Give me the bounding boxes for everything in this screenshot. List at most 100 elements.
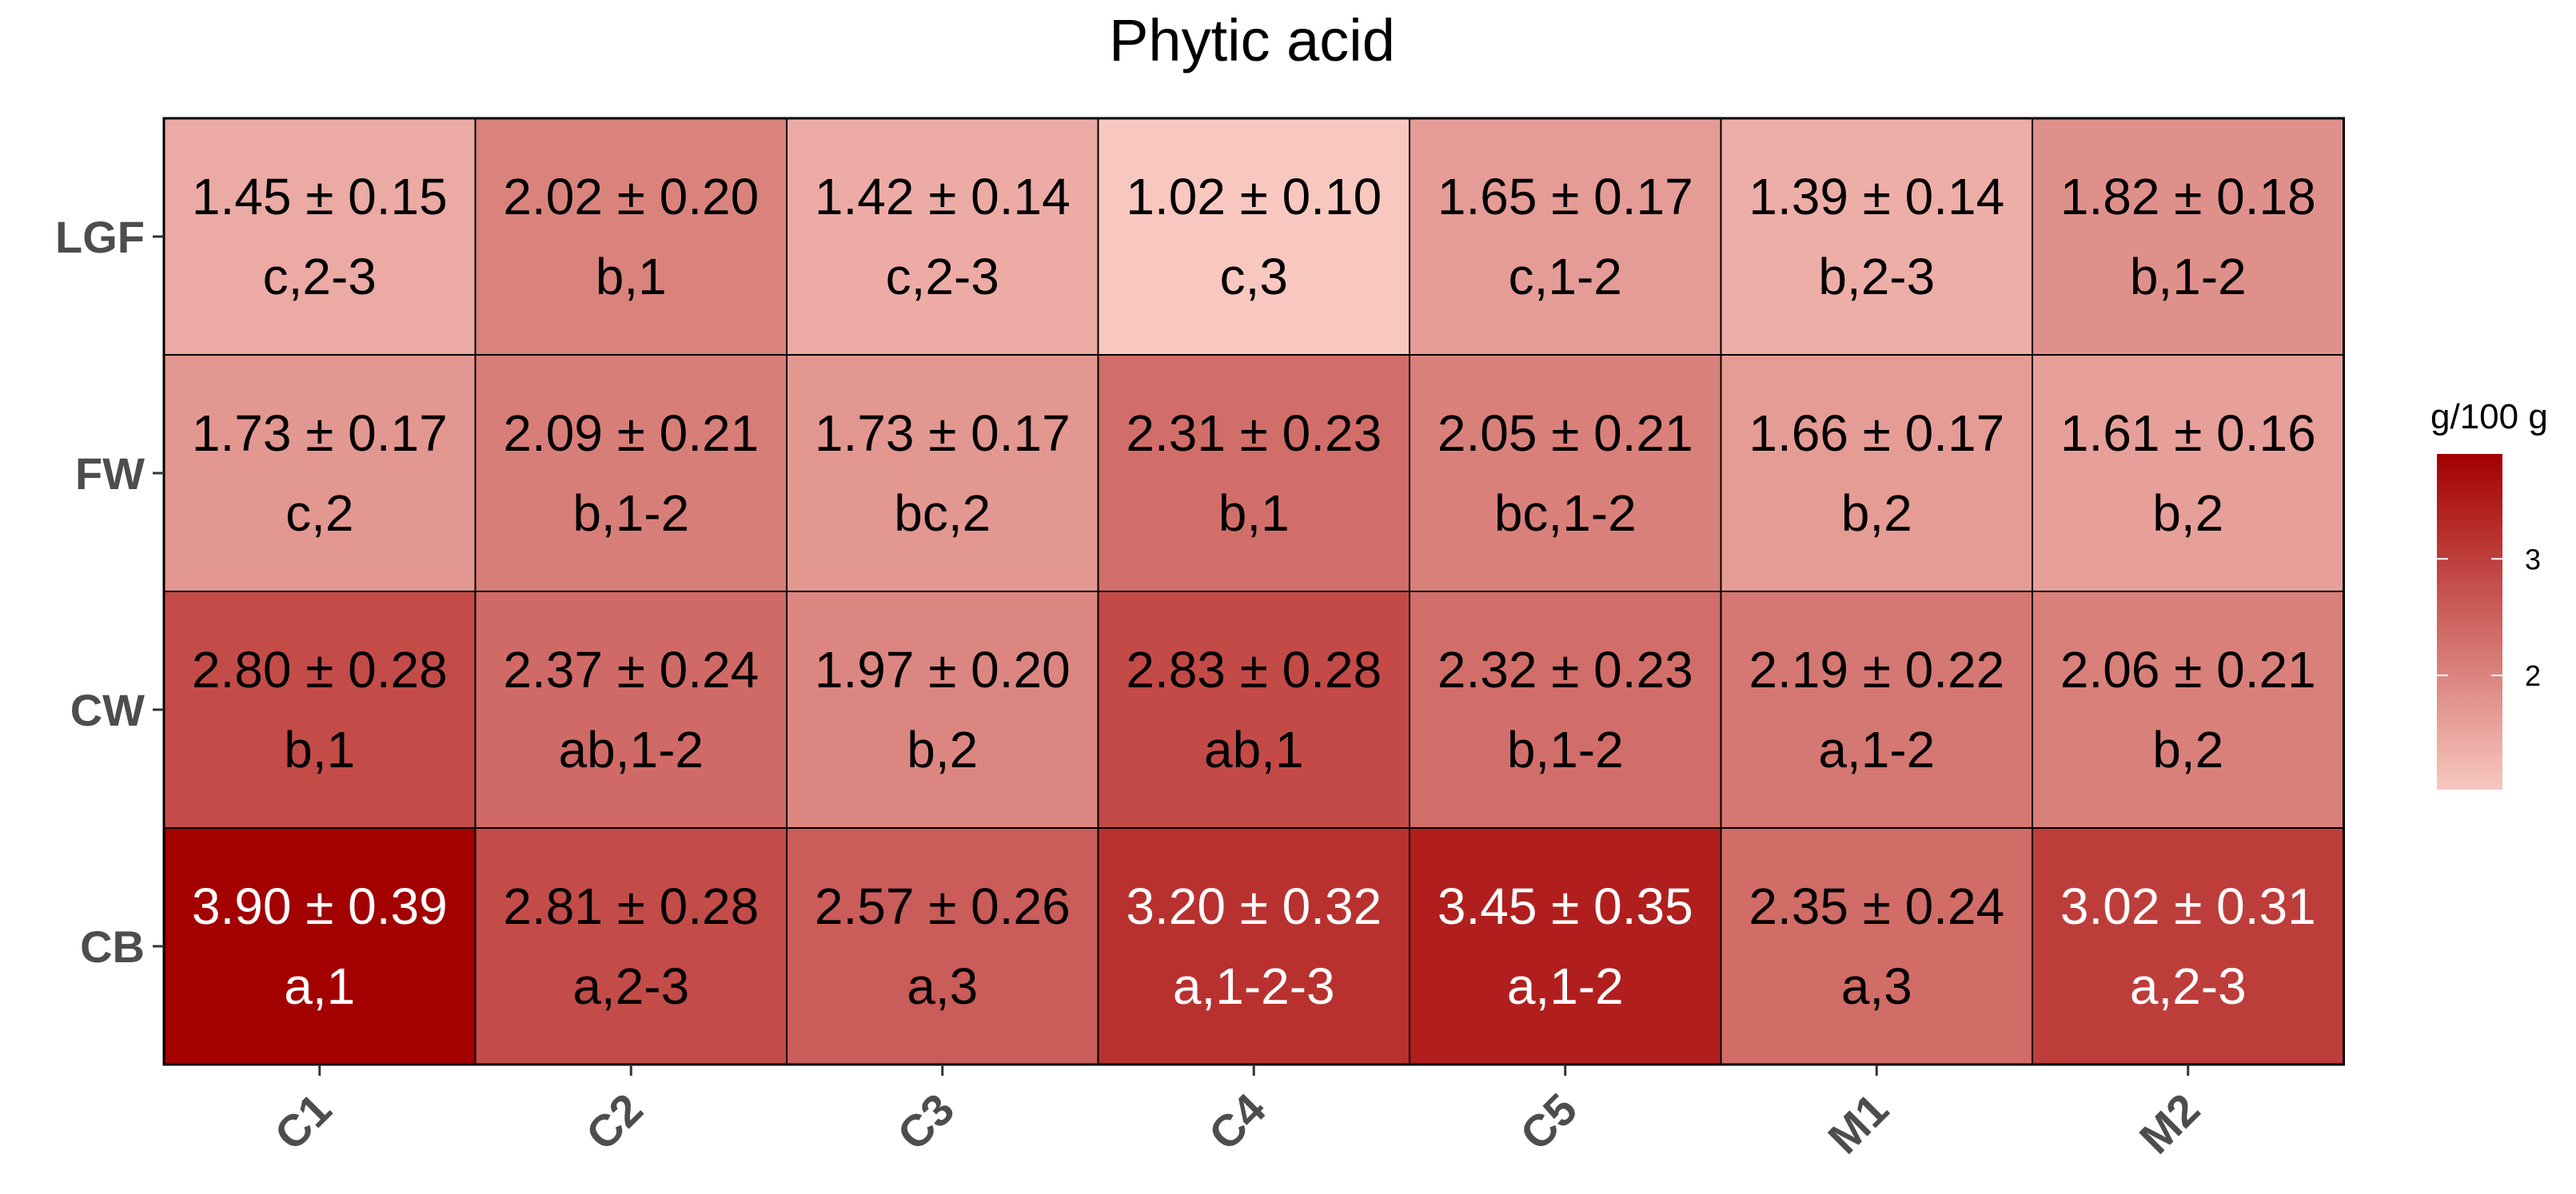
- x-tick-label: C1: [265, 1084, 341, 1160]
- heatmap-cell: [1720, 354, 2033, 592]
- cell-group-label: b,2: [1841, 484, 1912, 542]
- x-tick-label: C4: [1199, 1084, 1275, 1160]
- cell-value-label: 2.09 ± 0.21: [503, 404, 759, 462]
- legend-title: g/100 g: [2430, 397, 2548, 436]
- cell-value-label: 2.06 ± 0.21: [2060, 641, 2316, 698]
- cell-group-label: b,1: [284, 721, 355, 778]
- cell-value-label: 3.20 ± 0.32: [1126, 878, 1382, 935]
- cell-group-label: a,1-2: [1507, 957, 1624, 1015]
- cell-value-label: 1.73 ± 0.17: [815, 404, 1071, 462]
- cell-group-label: b,1-2: [1507, 721, 1624, 778]
- x-tick-label: M2: [2130, 1084, 2210, 1164]
- chart-title: Phytic acid: [1109, 7, 1395, 74]
- heatmap-cell: [163, 354, 477, 592]
- cell-value-label: 2.31 ± 0.23: [1126, 404, 1382, 462]
- heatmap-cell: [2032, 354, 2345, 592]
- legend-tick-label: 3: [2525, 543, 2541, 575]
- cell-group-label: a,1-2: [1818, 721, 1935, 778]
- cell-value-label: 2.81 ± 0.28: [503, 878, 759, 935]
- cell-value-label: 1.65 ± 0.17: [1438, 168, 1693, 225]
- heatmap-cell: [786, 117, 1099, 356]
- cell-group-label: c,2-3: [886, 248, 999, 305]
- heatmap-cell: [2032, 827, 2345, 1065]
- cell-group-label: b,1: [1218, 484, 1290, 542]
- cell-value-label: 1.61 ± 0.16: [2060, 404, 2316, 462]
- cell-value-label: 3.02 ± 0.31: [2060, 878, 2316, 935]
- heatmap-cell: [474, 591, 788, 829]
- y-tick-label: FW: [75, 448, 145, 499]
- cell-group-label: c,3: [1220, 248, 1288, 305]
- cell-group-label: b,2-3: [1818, 248, 1935, 305]
- heatmap-cell: [163, 827, 477, 1065]
- cell-group-label: b,1-2: [572, 484, 689, 542]
- heatmap-cells: 1.45 ± 0.15 c,2-3 2.02 ± 0.20 b,1 1.42 ± 0.1…: [162, 117, 2345, 1066]
- cell-value-label: 2.83 ± 0.28: [1126, 641, 1382, 698]
- cell-group-label: b,2: [907, 721, 978, 778]
- cell-group-label: b,2: [2152, 484, 2223, 542]
- x-tick-label: C3: [887, 1084, 963, 1160]
- x-tick-label: M1: [1818, 1084, 1898, 1164]
- heatmap-cell: [474, 354, 788, 592]
- heatmap-cell: [2032, 591, 2345, 829]
- cell-value-label: 1.02 ± 0.10: [1126, 168, 1382, 225]
- cell-value-label: 1.73 ± 0.17: [192, 404, 448, 462]
- heatmap-cell: [474, 827, 788, 1065]
- cell-value-label: 1.97 ± 0.20: [815, 641, 1071, 698]
- cell-group-label: a,1: [284, 957, 355, 1015]
- cell-value-label: 1.82 ± 0.18: [2060, 168, 2316, 225]
- cell-value-label: 1.42 ± 0.14: [815, 168, 1071, 225]
- cell-group-label: ab,1: [1204, 721, 1304, 778]
- cell-group-label: b,1-2: [2130, 248, 2247, 305]
- cell-value-label: 3.45 ± 0.35: [1438, 878, 1693, 935]
- heatmap-cell: [1409, 117, 1722, 356]
- heatmap-cell: [786, 354, 1099, 592]
- x-tick-label: C2: [576, 1084, 652, 1160]
- cell-value-label: 2.37 ± 0.24: [503, 641, 759, 698]
- heatmap-cell: [1409, 827, 1722, 1065]
- cell-group-label: a,3: [907, 957, 978, 1015]
- cell-value-label: 2.05 ± 0.21: [1438, 404, 1693, 462]
- y-tick-label: CB: [80, 921, 145, 972]
- heatmap-cell: [2032, 117, 2345, 356]
- cell-value-label: 2.57 ± 0.26: [815, 878, 1071, 935]
- heatmap-cell: [163, 591, 477, 829]
- heatmap-cell: [1409, 591, 1722, 829]
- heatmap-cell: [474, 117, 788, 356]
- cell-group-label: bc,1-2: [1494, 484, 1637, 542]
- heatmap-cell: [1097, 117, 1410, 356]
- cell-value-label: 2.19 ± 0.22: [1749, 641, 2004, 698]
- cell-value-label: 3.90 ± 0.39: [192, 878, 448, 935]
- cell-value-label: 1.66 ± 0.17: [1749, 404, 2004, 462]
- cell-group-label: a,3: [1841, 957, 1912, 1015]
- cell-value-label: 2.35 ± 0.24: [1749, 878, 2004, 935]
- y-axis: LGF FW CW CB: [55, 212, 164, 972]
- y-tick-label: LGF: [55, 212, 145, 262]
- heatmap-cell: [1097, 591, 1410, 829]
- heatmap-cell: [1720, 117, 2033, 356]
- cell-group-label: c,1-2: [1509, 248, 1622, 305]
- x-axis: C1 C2 C3 C4 C5 M1 M2: [265, 1065, 2209, 1163]
- heatmap-cell: [1720, 827, 2033, 1065]
- cell-group-label: bc,2: [894, 484, 991, 542]
- cell-group-label: b,2: [2152, 721, 2223, 778]
- cell-group-label: ab,1-2: [559, 721, 704, 778]
- cell-group-label: a,2-3: [2130, 957, 2247, 1015]
- heatmap-cell: [1409, 354, 1722, 592]
- y-tick-label: CW: [70, 685, 145, 735]
- cell-group-label: c,2-3: [263, 248, 377, 305]
- legend-colorbar: [2437, 454, 2502, 790]
- heatmap-cell: [786, 591, 1099, 829]
- cell-value-label: 1.39 ± 0.14: [1749, 168, 2004, 225]
- cell-value-label: 2.32 ± 0.23: [1438, 641, 1693, 698]
- cell-group-label: a,2-3: [572, 957, 689, 1015]
- x-tick-label: C5: [1510, 1084, 1586, 1160]
- cell-group-label: b,1: [596, 248, 667, 305]
- cell-group-label: c,2: [285, 484, 353, 542]
- heatmap-cell: [1097, 827, 1410, 1065]
- heatmap-cell: [163, 117, 477, 356]
- color-legend: g/100 g 2 3: [2430, 397, 2548, 790]
- heatmap-cell: [786, 827, 1099, 1065]
- legend-tick-label: 2: [2525, 659, 2541, 692]
- cell-group-label: a,1-2-3: [1173, 957, 1335, 1015]
